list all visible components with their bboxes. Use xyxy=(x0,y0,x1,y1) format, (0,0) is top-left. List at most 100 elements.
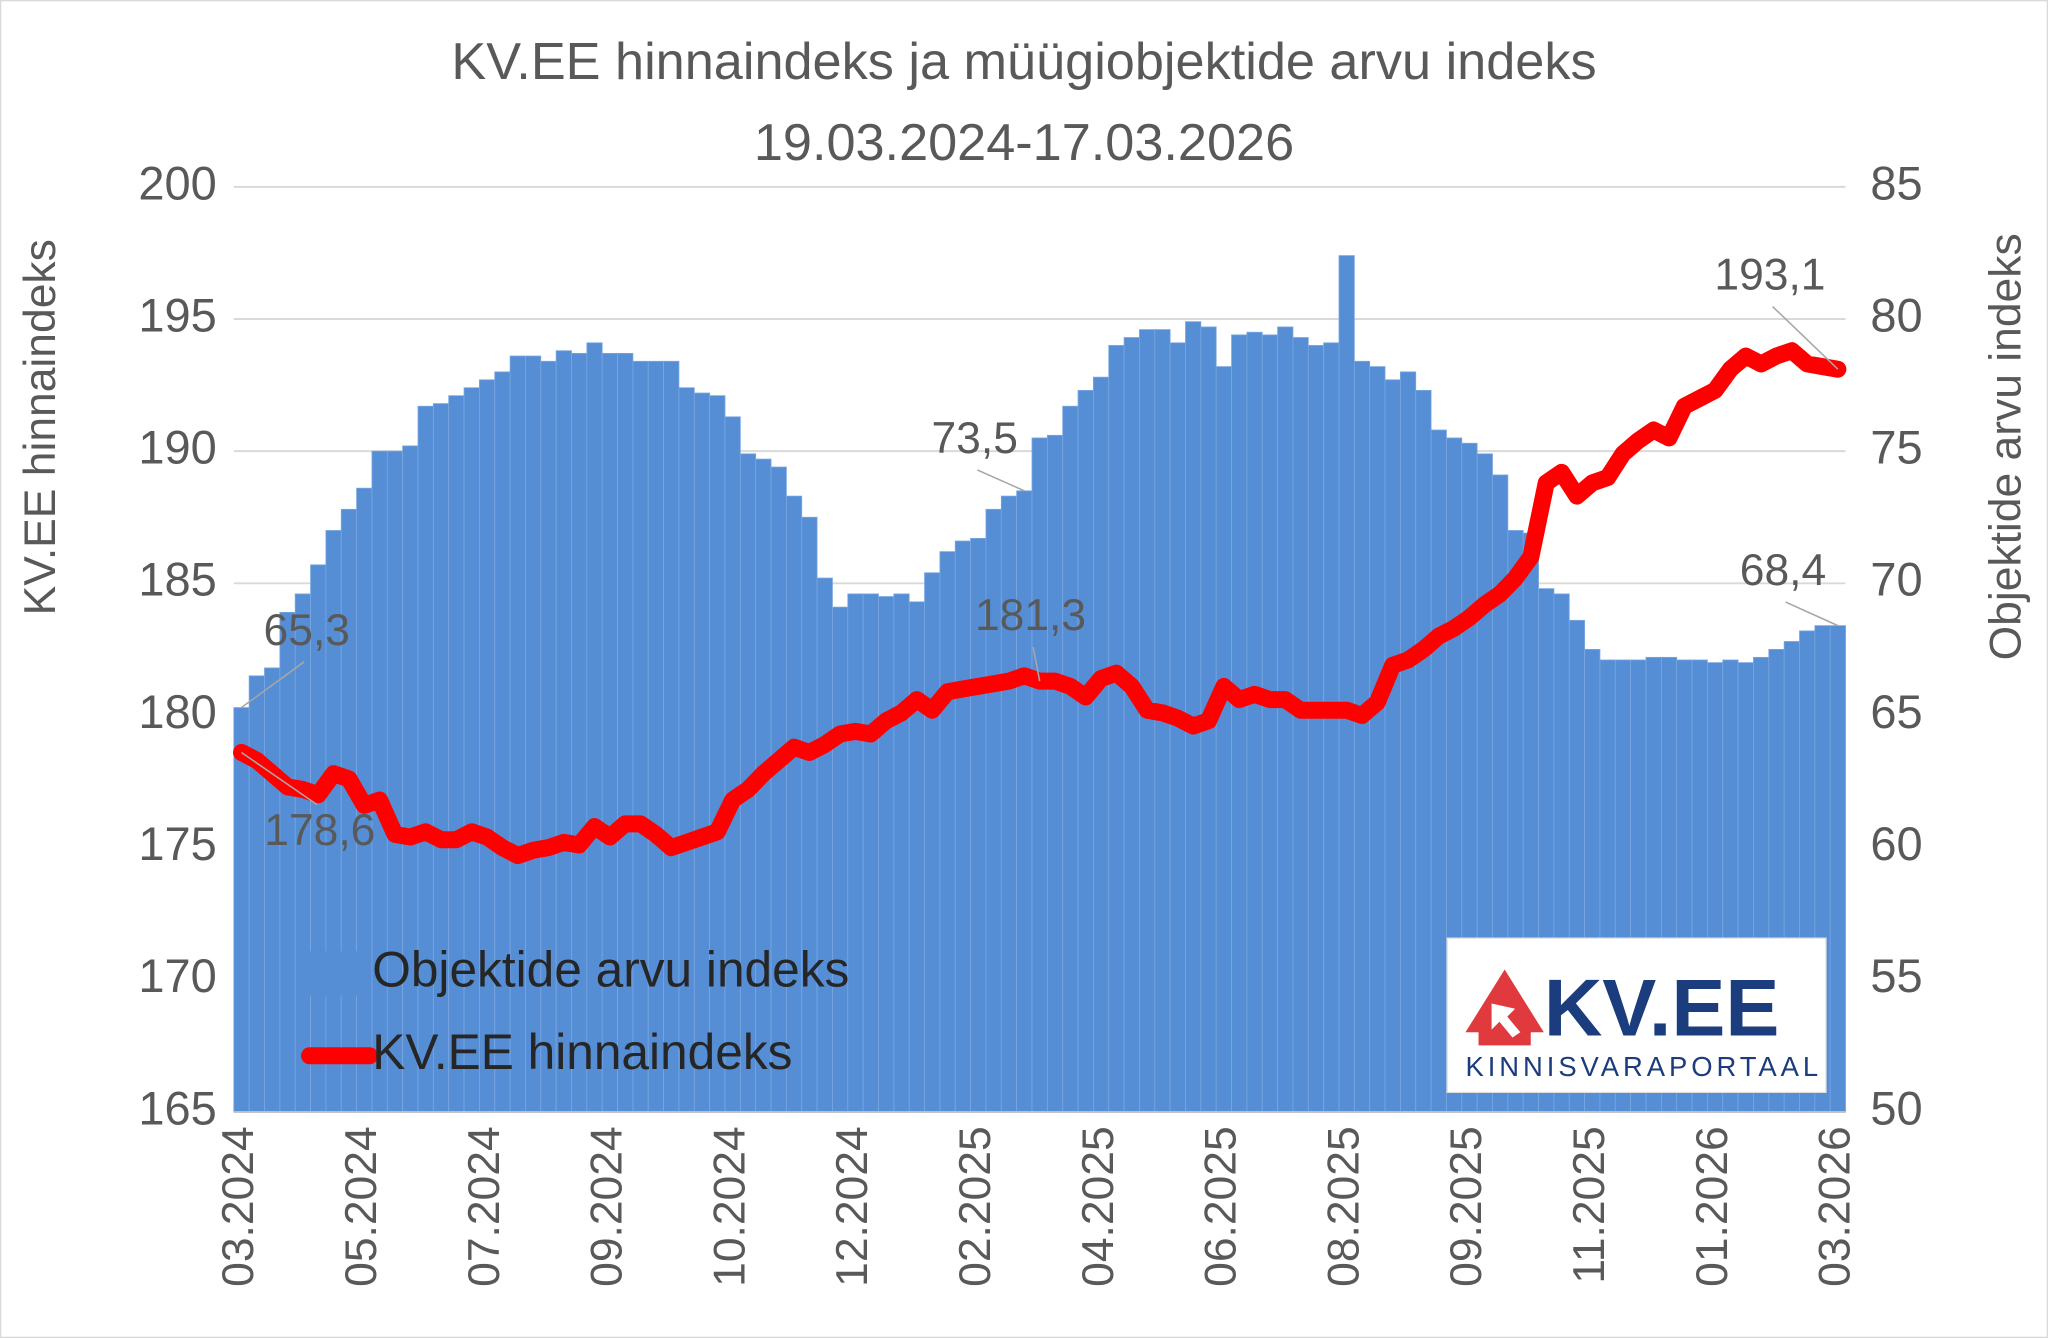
bar xyxy=(878,596,895,1113)
bar xyxy=(847,593,864,1113)
x-tick-label: 02.2025 xyxy=(951,1126,1000,1287)
bar xyxy=(1215,366,1232,1113)
bar xyxy=(1338,255,1355,1113)
bar xyxy=(494,371,511,1113)
label-leader xyxy=(241,751,318,806)
y2-tick-label: 75 xyxy=(1870,421,1922,474)
y-tick-label: 170 xyxy=(138,949,216,1002)
label-leader xyxy=(1785,601,1839,627)
y-tick-label: 195 xyxy=(138,288,216,341)
data-label: 193,1 xyxy=(1714,250,1825,299)
bar xyxy=(1353,360,1371,1113)
bar xyxy=(1000,495,1018,1113)
bar xyxy=(1046,434,1064,1113)
x-tick-label: 06.2025 xyxy=(1197,1126,1246,1287)
x-tick-label: 10.2024 xyxy=(705,1126,754,1287)
data-label: 68,4 xyxy=(1740,546,1826,595)
bar xyxy=(724,416,741,1113)
bar xyxy=(1123,337,1140,1113)
x-tick-label: 01.2026 xyxy=(1688,1126,1737,1287)
bar xyxy=(402,445,419,1113)
bar xyxy=(954,540,971,1113)
bar xyxy=(647,360,664,1113)
y-tick-label: 180 xyxy=(138,685,216,738)
bar xyxy=(1108,345,1125,1113)
legend-label: Objektide arvu indeks xyxy=(372,942,849,998)
label-leader xyxy=(241,661,305,709)
bar xyxy=(279,612,296,1113)
bar xyxy=(386,450,404,1113)
logo-text: KV.EE xyxy=(1544,963,1780,1053)
data-label: 65,3 xyxy=(264,606,350,655)
bar xyxy=(939,551,956,1113)
label-leader xyxy=(976,469,1025,492)
x-tick-label: 08.2025 xyxy=(1319,1126,1368,1287)
bar xyxy=(1415,389,1432,1113)
bar xyxy=(509,355,526,1113)
bar xyxy=(908,601,925,1113)
bar xyxy=(233,707,250,1113)
x-tick-label: 07.2024 xyxy=(460,1126,509,1287)
bar xyxy=(893,593,910,1113)
bar xyxy=(525,355,542,1113)
logo-box xyxy=(1446,937,1827,1094)
logo-subtext: KINNISVARAPORTAAL xyxy=(1465,1051,1818,1082)
y2-tick-label: 85 xyxy=(1870,156,1922,209)
bar xyxy=(1277,326,1294,1113)
bar xyxy=(1062,405,1079,1113)
bar xyxy=(632,360,649,1113)
bar xyxy=(479,379,496,1113)
bar xyxy=(1369,366,1386,1113)
data-label: 181,3 xyxy=(975,591,1086,640)
logo-cursor xyxy=(1491,1003,1521,1038)
bar xyxy=(801,516,818,1113)
bar xyxy=(786,495,803,1113)
bar xyxy=(1016,490,1033,1113)
x-tick-label: 03.2024 xyxy=(214,1126,263,1287)
label-leader xyxy=(1772,305,1839,370)
plot-area: 65,3 73,5 68,4 178,6 181,3 193,1 xyxy=(232,185,1847,1113)
y2-tick-label: 70 xyxy=(1870,553,1922,606)
legend-swatch xyxy=(309,951,370,996)
y-tick-label: 175 xyxy=(138,817,216,870)
bar xyxy=(248,675,265,1113)
bar xyxy=(770,466,787,1113)
bar xyxy=(463,387,480,1113)
bar xyxy=(1139,329,1156,1113)
bar xyxy=(617,352,634,1113)
x-tick-label: 03.2026 xyxy=(1811,1126,1860,1287)
bar xyxy=(693,392,711,1113)
data-label: 73,5 xyxy=(931,414,1017,463)
bar xyxy=(1077,389,1094,1113)
bar xyxy=(1031,437,1048,1113)
y2-tick-label: 55 xyxy=(1870,949,1922,1002)
bar xyxy=(1829,625,1846,1113)
bar xyxy=(1307,345,1325,1113)
chart-subtitle: 19.03.2024-17.03.2026 xyxy=(754,114,1294,172)
bar xyxy=(678,387,695,1113)
bar xyxy=(432,403,450,1113)
y2-tick-label: 80 xyxy=(1870,288,1922,341)
y2-tick-label: 65 xyxy=(1870,685,1922,738)
bar xyxy=(1430,429,1447,1113)
logo: KV.EE KINNISVARAPORTAAL xyxy=(1446,937,1827,1094)
bar xyxy=(448,395,465,1113)
bar xyxy=(832,606,849,1113)
legend-label: KV.EE hinnaindeks xyxy=(372,1024,792,1080)
bar xyxy=(371,450,388,1113)
bar xyxy=(264,667,281,1113)
label-leader xyxy=(1032,646,1041,682)
y-tick-label: 190 xyxy=(138,421,216,474)
y2-tick-label: 50 xyxy=(1870,1081,1922,1134)
x-tick-label: 09.2024 xyxy=(583,1126,632,1287)
bar xyxy=(540,360,557,1113)
x-tick-label: 12.2024 xyxy=(828,1126,877,1287)
bar xyxy=(555,350,572,1113)
x-tick-label: 09.2025 xyxy=(1442,1126,1491,1287)
x-tick-label: 11.2025 xyxy=(1565,1126,1614,1283)
data-label: 178,6 xyxy=(264,806,375,855)
bar xyxy=(1323,342,1340,1113)
bar xyxy=(1292,337,1309,1113)
y-tick-label: 200 xyxy=(138,156,216,209)
